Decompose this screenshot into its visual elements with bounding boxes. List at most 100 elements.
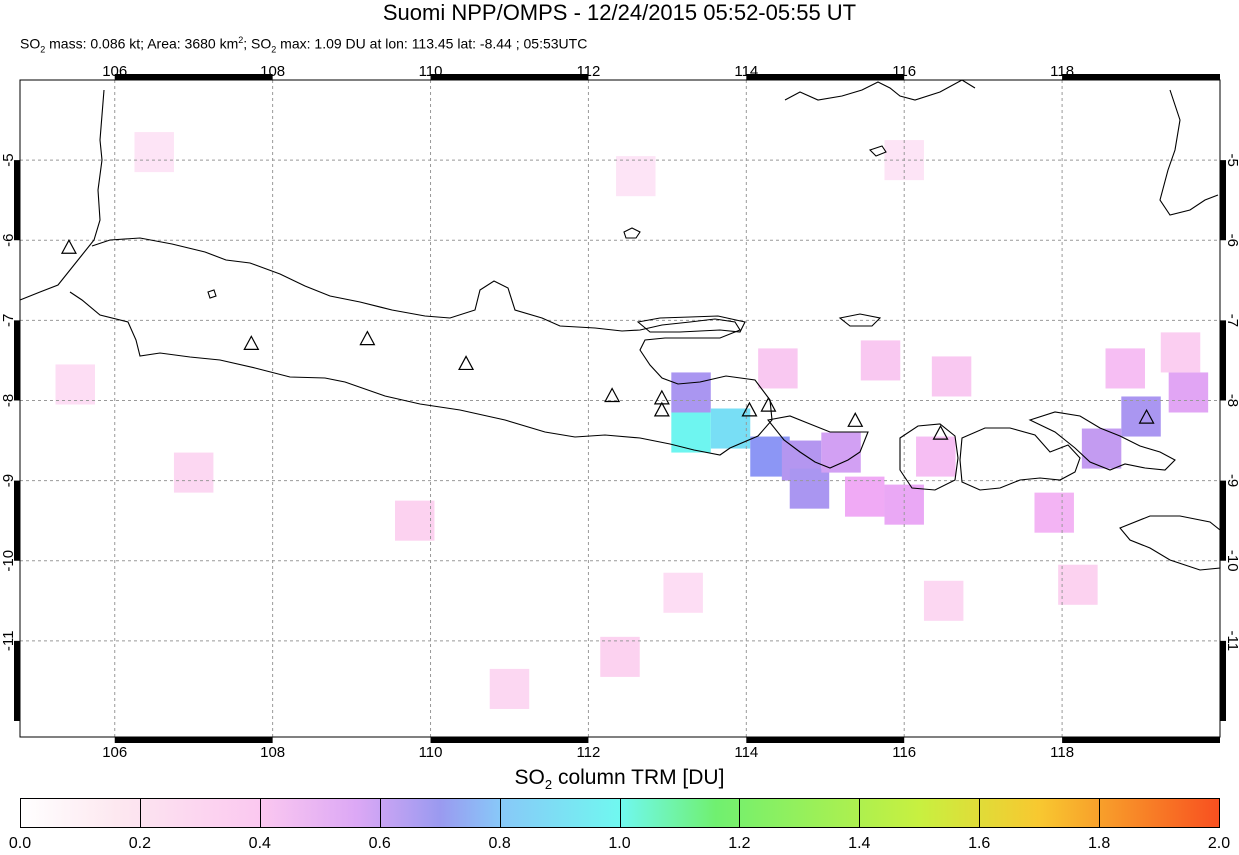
so2-pixel <box>663 572 703 613</box>
lon-tick-label-top: 118 <box>1050 63 1074 80</box>
lat-tick-label-right: -6 <box>1224 234 1239 247</box>
so2-pixel <box>1168 372 1209 413</box>
so2-pixel <box>1034 492 1074 533</box>
so2-pixel <box>55 364 95 405</box>
frame-bar <box>1062 74 1220 80</box>
colorbar-tick <box>739 798 741 828</box>
lat-tick-label-right: -10 <box>1224 550 1239 572</box>
colorbar-title-prefix: SO <box>514 766 545 789</box>
lat-tick-label-left: -8 <box>0 394 17 407</box>
lat-tick-label-right: -9 <box>1224 474 1239 487</box>
colorbar-tick-label: 1.2 <box>728 835 751 852</box>
map-title: Suomi NPP/OMPS - 12/24/2015 05:52-05:55 … <box>382 0 857 25</box>
coastline-sulawesi <box>1159 89 1219 216</box>
so2-pixel <box>1058 564 1098 605</box>
lon-tick-label-bottom: 118 <box>1050 744 1074 760</box>
colorbar-tick <box>499 798 501 828</box>
coastline-java <box>69 237 773 456</box>
so2-max-sub: 2 <box>271 44 277 55</box>
coastline-bawean <box>623 227 641 239</box>
coastline-lombok <box>899 423 959 491</box>
so2-pixel <box>1121 396 1161 437</box>
volcano-marker <box>741 401 758 417</box>
so2-pixel <box>1160 332 1201 373</box>
so2-pixel-layer <box>55 132 1209 709</box>
volcano-marker <box>243 335 260 351</box>
frame-bar <box>14 480 20 561</box>
coastline-bali <box>766 415 869 469</box>
colorbar-tick-label: 0.8 <box>488 835 511 852</box>
so2-pixel <box>616 156 656 197</box>
frame-bar <box>14 320 20 401</box>
volcano-marker <box>458 355 475 371</box>
so2-pixel <box>860 340 901 381</box>
so2-pixel <box>134 132 174 173</box>
so2-pixel <box>489 668 530 709</box>
so2-pixel <box>173 452 214 493</box>
lon-tick-label-top: 108 <box>260 63 285 80</box>
so2-max-prefix: ; SO <box>243 35 272 52</box>
lat-tick-label-left: -6 <box>0 234 17 247</box>
colorbar-tick-label: 1.0 <box>608 835 631 852</box>
coastline-madura <box>636 315 746 333</box>
lat-tick-label-right: -7 <box>1224 314 1239 327</box>
coastline-masalembu <box>868 145 887 157</box>
so2-pixel <box>395 500 435 541</box>
so2-pixel <box>789 468 830 509</box>
lon-tick-label-top: 106 <box>102 63 127 80</box>
colorbar-tick <box>139 798 141 828</box>
coastline-sumbawa <box>959 427 1081 491</box>
map-subtitle: SO2 mass: 0.086 kt; Area: 3680 km2; SO2 … <box>20 35 587 54</box>
volcano-marker <box>604 387 621 403</box>
colorbar-tick <box>379 798 381 828</box>
colorbar-tick-label: 0.0 <box>8 835 32 852</box>
colorbar-tick-label: 0.2 <box>128 835 152 852</box>
lat-tick-label-right: -5 <box>1224 153 1239 166</box>
volcano-marker <box>847 412 864 427</box>
lon-tick-label-bottom: 114 <box>734 744 758 760</box>
colorbar-tick-label: 0.4 <box>248 835 271 852</box>
so2-pixel <box>923 580 964 621</box>
volcano-marker <box>653 401 670 417</box>
frame-bar <box>430 737 589 743</box>
lon-tick-label-bottom: 108 <box>260 744 285 760</box>
colorbar-title: SO2 column TRM [DU] <box>0 766 1239 792</box>
frame-bars <box>14 74 1226 743</box>
colorbar-tick <box>20 798 21 828</box>
so2-mass-text: mass: 0.086 kt; Area: 3680 km <box>45 35 239 52</box>
lat-tick-label-right: -8 <box>1224 394 1239 407</box>
lon-tick-label-top: 114 <box>734 63 758 80</box>
frame-bar <box>746 74 905 80</box>
area-unit-sup: 2 <box>238 35 244 45</box>
volcano-marker <box>1138 408 1155 424</box>
colorbar-tick <box>1219 798 1220 828</box>
frame-bar <box>1062 737 1220 743</box>
volcano-marker <box>60 238 77 254</box>
colorbar-tick <box>1099 798 1101 828</box>
frame-bar <box>1220 480 1226 561</box>
so2-pixel <box>845 476 885 517</box>
lon-tick-label-top: 112 <box>576 63 600 80</box>
frame-bar <box>430 74 589 80</box>
volcano-marker <box>932 424 949 440</box>
colorbar-title-sub: 2 <box>544 777 553 793</box>
coastlines <box>19 79 1221 571</box>
lon-tick-label-top: 110 <box>419 63 443 80</box>
colorbar-tick <box>259 798 261 828</box>
lon-tick-label-bottom: 112 <box>576 744 600 760</box>
coastline-sumba <box>1119 515 1221 571</box>
frame-bar <box>14 640 20 721</box>
volcano-marker <box>760 396 777 412</box>
so2-pixel <box>600 636 640 677</box>
lon-tick-label-bottom: 106 <box>102 744 127 760</box>
so2-pixel <box>710 408 751 449</box>
frame-bar <box>14 160 20 241</box>
lat-tick-label-right: -11 <box>1224 631 1239 652</box>
frame-bar <box>1220 640 1226 721</box>
lat-tick-label-left: -11 <box>0 631 17 652</box>
volcano-markers <box>60 238 1155 440</box>
coastline-kangean <box>838 313 882 327</box>
colorbar-tick-label: 2.0 <box>1207 835 1231 852</box>
so2-pixel <box>931 356 972 397</box>
lon-tick-label-top: 116 <box>892 63 916 80</box>
